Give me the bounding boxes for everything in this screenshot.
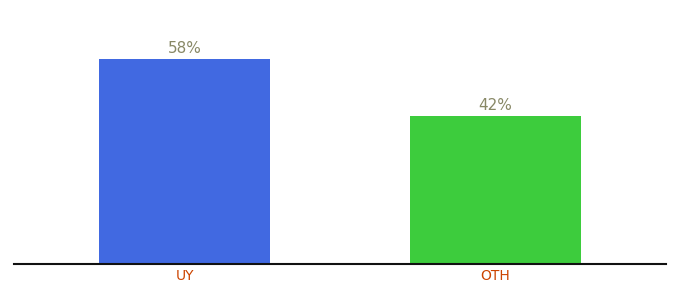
Text: 42%: 42% <box>479 98 512 113</box>
Text: 58%: 58% <box>168 41 201 56</box>
Bar <box>410 116 581 264</box>
Bar <box>99 59 270 264</box>
